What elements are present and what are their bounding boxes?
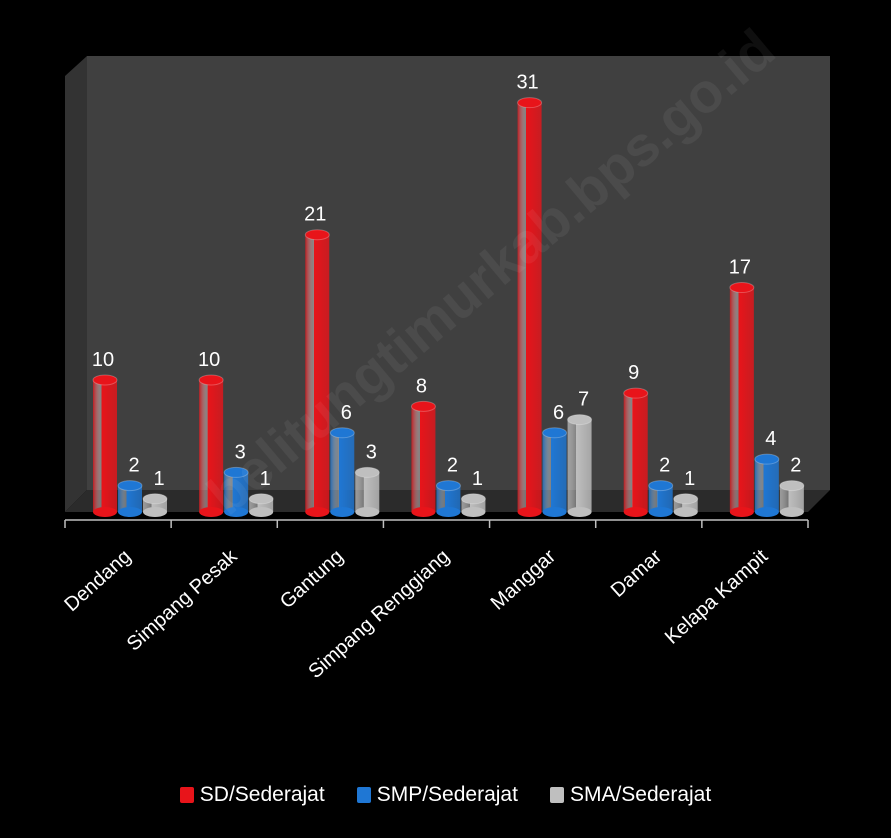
bar-cap bbox=[568, 415, 592, 425]
bar-base bbox=[674, 507, 698, 517]
bar-sd bbox=[305, 235, 329, 512]
bar-base bbox=[411, 507, 435, 517]
bar-cap bbox=[518, 98, 542, 108]
bar-smp bbox=[224, 472, 248, 512]
bar-smp bbox=[543, 433, 567, 512]
bar-base bbox=[93, 507, 117, 517]
bar-cap bbox=[755, 454, 779, 464]
data-label: 3 bbox=[235, 441, 246, 463]
bar-base bbox=[543, 507, 567, 517]
legend-swatch-smp bbox=[357, 787, 371, 803]
side-wall bbox=[65, 56, 87, 512]
legend-item-smp[interactable]: SMP/Sederajat bbox=[357, 783, 518, 807]
category-label: Dendang bbox=[60, 545, 135, 616]
data-label: 7 bbox=[578, 389, 589, 411]
bar-base bbox=[568, 507, 592, 517]
bar-base bbox=[518, 507, 542, 517]
data-label: 2 bbox=[659, 455, 670, 477]
legend-label-sma: SMA/Sederajat bbox=[570, 783, 711, 807]
bar-cap bbox=[649, 481, 673, 491]
data-label: 1 bbox=[260, 468, 271, 490]
category-label: Manggar bbox=[487, 545, 561, 614]
data-label: 4 bbox=[765, 428, 776, 450]
bar-base bbox=[249, 507, 273, 517]
category-label: Kelapa Kampit bbox=[661, 545, 773, 649]
legend: SD/Sederajat SMP/Sederajat SMA/Sederajat bbox=[0, 778, 891, 812]
bar-base bbox=[780, 507, 804, 517]
bar-cap bbox=[93, 375, 117, 385]
category-label: Simpang Pesak bbox=[123, 545, 243, 656]
bar-sd bbox=[93, 380, 117, 512]
bar-cap bbox=[674, 494, 698, 504]
bar-cap bbox=[249, 494, 273, 504]
legend-item-sma[interactable]: SMA/Sederajat bbox=[550, 783, 711, 807]
data-label: 2 bbox=[790, 455, 801, 477]
bar-base bbox=[305, 507, 329, 517]
bar-cap bbox=[730, 283, 754, 293]
bar-cap bbox=[411, 401, 435, 411]
bar-smp bbox=[755, 459, 779, 512]
bar-base bbox=[436, 507, 460, 517]
bar-base bbox=[143, 507, 167, 517]
data-label: 21 bbox=[304, 204, 326, 226]
bar-base bbox=[118, 507, 142, 517]
bar-base bbox=[755, 507, 779, 517]
bar-cap bbox=[224, 467, 248, 477]
bar-cap bbox=[436, 481, 460, 491]
bar-cap bbox=[543, 428, 567, 438]
data-label: 1 bbox=[153, 468, 164, 490]
data-label: 10 bbox=[198, 349, 220, 371]
bar-cap bbox=[624, 388, 648, 398]
legend-label-smp: SMP/Sederajat bbox=[377, 783, 518, 807]
data-label: 8 bbox=[416, 375, 427, 397]
bar-base bbox=[199, 507, 223, 517]
legend-label-sd: SD/Sederajat bbox=[200, 783, 325, 807]
bar-base bbox=[355, 507, 379, 517]
bar-cap bbox=[355, 467, 379, 477]
category-label: Gantung bbox=[276, 545, 348, 613]
data-label: 6 bbox=[553, 402, 564, 424]
bar-cap bbox=[118, 481, 142, 491]
bar-sd bbox=[730, 288, 754, 512]
bar-cap bbox=[143, 494, 167, 504]
legend-swatch-sd bbox=[180, 787, 194, 803]
bar-cap bbox=[330, 428, 354, 438]
data-label: 31 bbox=[516, 72, 538, 94]
back-wall bbox=[87, 56, 830, 490]
bar-sma bbox=[355, 472, 379, 512]
bar-base bbox=[330, 507, 354, 517]
data-label: 6 bbox=[341, 402, 352, 424]
data-label: 3 bbox=[366, 441, 377, 463]
bar-sma bbox=[568, 420, 592, 512]
bar-sd bbox=[411, 406, 435, 512]
data-label: 9 bbox=[628, 362, 639, 384]
bar-base bbox=[730, 507, 754, 517]
data-label: 1 bbox=[684, 468, 695, 490]
bar-cap bbox=[780, 481, 804, 491]
data-label: 2 bbox=[128, 455, 139, 477]
bar-base bbox=[624, 507, 648, 517]
data-label: 2 bbox=[447, 455, 458, 477]
bar-smp bbox=[330, 433, 354, 512]
legend-swatch-sma bbox=[550, 787, 564, 803]
legend-item-sd[interactable]: SD/Sederajat bbox=[180, 783, 325, 807]
bar-cap bbox=[305, 230, 329, 240]
bar-sd bbox=[518, 103, 542, 512]
bar-sd bbox=[199, 380, 223, 512]
data-label: 10 bbox=[92, 349, 114, 371]
bar-base bbox=[461, 507, 485, 517]
bar-cap bbox=[199, 375, 223, 385]
bar-base bbox=[649, 507, 673, 517]
data-label: 1 bbox=[472, 468, 483, 490]
data-label: 17 bbox=[729, 257, 751, 279]
bar-base bbox=[224, 507, 248, 517]
bar-cap bbox=[461, 494, 485, 504]
category-label: Damar bbox=[607, 545, 667, 602]
bar-sd bbox=[624, 393, 648, 512]
